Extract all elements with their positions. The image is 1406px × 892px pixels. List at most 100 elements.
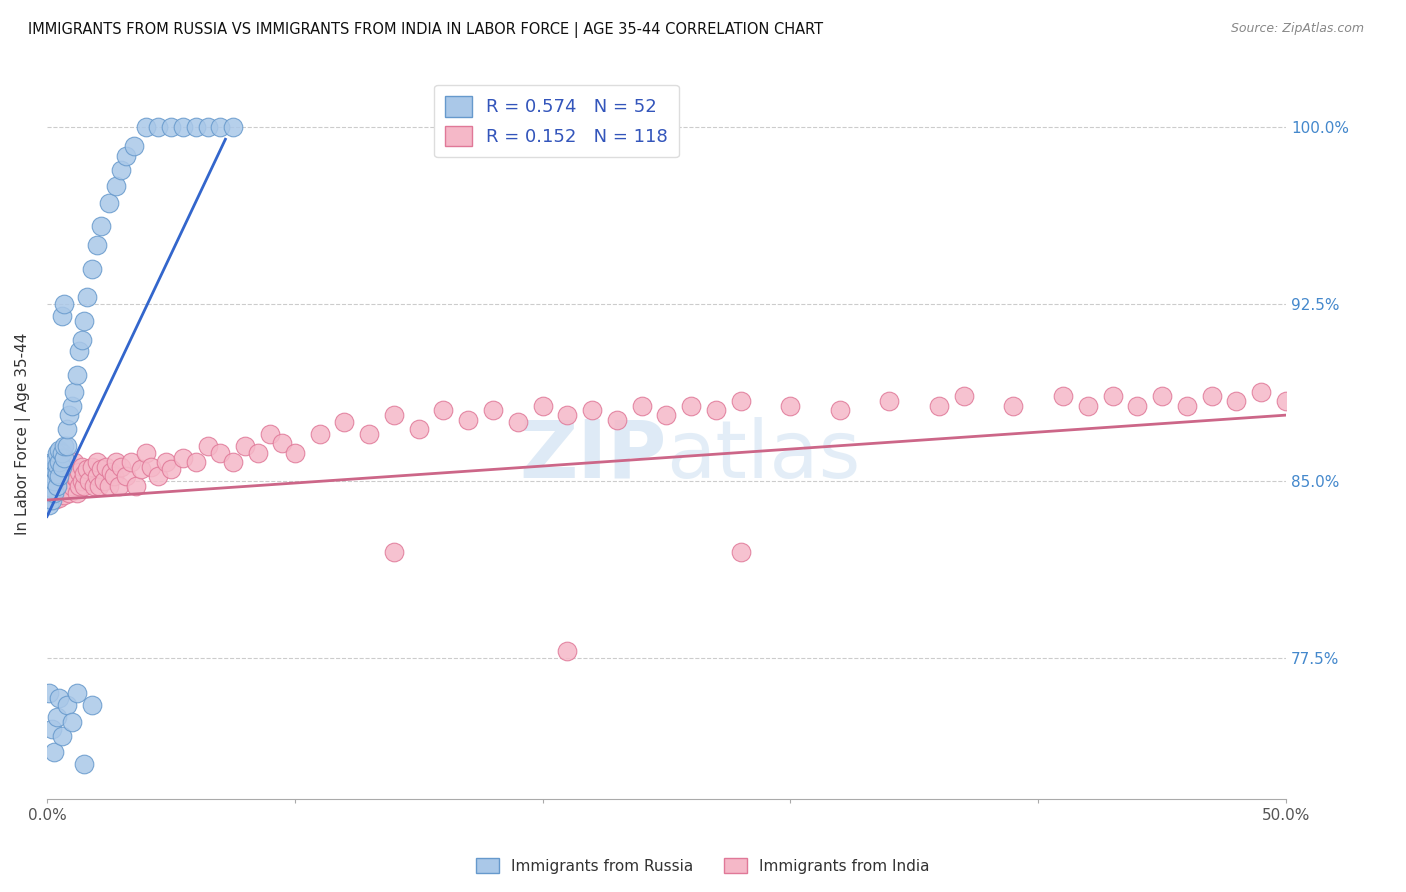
Point bbox=[828, 403, 851, 417]
Point bbox=[271, 436, 294, 450]
Point bbox=[60, 462, 83, 476]
Point bbox=[246, 446, 269, 460]
Point bbox=[382, 545, 405, 559]
Text: IMMIGRANTS FROM RUSSIA VS IMMIGRANTS FROM INDIA IN LABOR FORCE | AGE 35-44 CORRE: IMMIGRANTS FROM RUSSIA VS IMMIGRANTS FRO… bbox=[28, 22, 824, 38]
Point bbox=[67, 479, 90, 493]
Point bbox=[41, 486, 63, 500]
Point bbox=[45, 479, 67, 493]
Point bbox=[44, 479, 66, 493]
Point bbox=[48, 455, 70, 469]
Point bbox=[44, 745, 66, 759]
Point bbox=[38, 486, 60, 500]
Point bbox=[1225, 394, 1247, 409]
Point bbox=[953, 389, 976, 403]
Point bbox=[1052, 389, 1074, 403]
Point bbox=[155, 455, 177, 469]
Point bbox=[51, 309, 73, 323]
Point bbox=[45, 460, 67, 475]
Point bbox=[184, 455, 207, 469]
Point bbox=[38, 460, 60, 475]
Point bbox=[76, 462, 98, 476]
Point bbox=[63, 455, 86, 469]
Point bbox=[53, 450, 76, 465]
Point bbox=[90, 219, 112, 234]
Point bbox=[1275, 394, 1298, 409]
Point bbox=[222, 455, 245, 469]
Point bbox=[97, 479, 120, 493]
Point bbox=[41, 455, 63, 469]
Point bbox=[38, 686, 60, 700]
Point bbox=[105, 455, 128, 469]
Point bbox=[56, 698, 79, 713]
Point bbox=[60, 399, 83, 413]
Point bbox=[233, 439, 256, 453]
Point bbox=[73, 479, 96, 493]
Point bbox=[48, 469, 70, 483]
Point bbox=[1201, 389, 1223, 403]
Point bbox=[125, 479, 148, 493]
Point bbox=[110, 460, 132, 475]
Point bbox=[1250, 384, 1272, 399]
Point bbox=[56, 439, 79, 453]
Point bbox=[115, 469, 138, 483]
Point bbox=[87, 479, 110, 493]
Point bbox=[531, 399, 554, 413]
Point bbox=[80, 698, 103, 713]
Point bbox=[96, 460, 118, 475]
Point bbox=[222, 120, 245, 135]
Point bbox=[105, 179, 128, 194]
Point bbox=[879, 394, 901, 409]
Point bbox=[58, 472, 80, 486]
Point bbox=[86, 455, 108, 469]
Point bbox=[60, 479, 83, 493]
Point bbox=[482, 403, 505, 417]
Point bbox=[382, 408, 405, 422]
Y-axis label: In Labor Force | Age 35-44: In Labor Force | Age 35-44 bbox=[15, 333, 31, 535]
Point bbox=[48, 691, 70, 706]
Point bbox=[681, 399, 703, 413]
Point bbox=[115, 149, 138, 163]
Point bbox=[581, 403, 603, 417]
Point bbox=[73, 314, 96, 328]
Point bbox=[51, 458, 73, 472]
Point bbox=[160, 120, 183, 135]
Point bbox=[83, 479, 105, 493]
Point bbox=[1374, 389, 1396, 403]
Point bbox=[308, 427, 330, 442]
Point bbox=[122, 139, 145, 153]
Point bbox=[730, 545, 752, 559]
Point bbox=[53, 297, 76, 311]
Point bbox=[129, 462, 152, 476]
Point bbox=[148, 469, 170, 483]
Point bbox=[86, 238, 108, 252]
Point bbox=[38, 479, 60, 493]
Point bbox=[45, 446, 67, 460]
Point bbox=[66, 472, 89, 486]
Point bbox=[53, 439, 76, 453]
Text: atlas: atlas bbox=[666, 417, 860, 495]
Point bbox=[1152, 389, 1174, 403]
Point bbox=[44, 486, 66, 500]
Point bbox=[135, 120, 157, 135]
Point bbox=[110, 162, 132, 177]
Point bbox=[45, 710, 67, 724]
Point bbox=[58, 486, 80, 500]
Point bbox=[38, 469, 60, 483]
Point bbox=[45, 483, 67, 498]
Point bbox=[606, 413, 628, 427]
Point bbox=[41, 467, 63, 481]
Point bbox=[38, 498, 60, 512]
Point bbox=[928, 399, 950, 413]
Point bbox=[730, 394, 752, 409]
Point bbox=[557, 644, 579, 658]
Point bbox=[41, 493, 63, 508]
Point bbox=[139, 460, 162, 475]
Point bbox=[67, 465, 90, 479]
Point bbox=[630, 399, 652, 413]
Point bbox=[359, 427, 381, 442]
Point bbox=[73, 757, 96, 772]
Point bbox=[44, 493, 66, 508]
Point bbox=[73, 467, 96, 481]
Point bbox=[45, 458, 67, 472]
Point bbox=[1299, 384, 1322, 399]
